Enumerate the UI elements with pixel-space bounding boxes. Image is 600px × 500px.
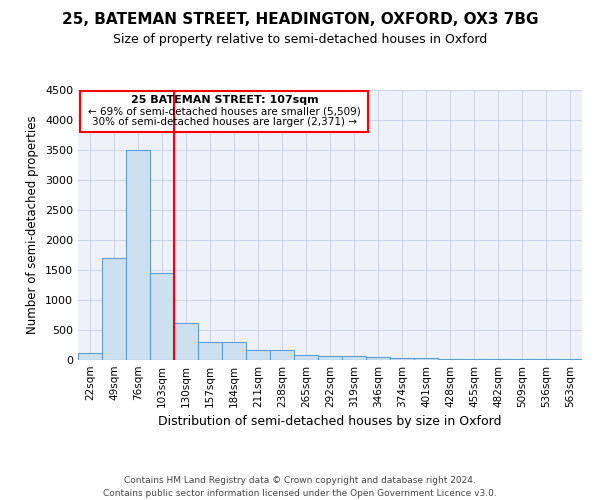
Text: 30% of semi-detached houses are larger (2,371) →: 30% of semi-detached houses are larger (… xyxy=(92,117,357,127)
Text: ← 69% of semi-detached houses are smaller (5,509): ← 69% of semi-detached houses are smalle… xyxy=(88,106,361,117)
Bar xyxy=(78,353,102,360)
Text: 25, BATEMAN STREET, HEADINGTON, OXFORD, OX3 7BG: 25, BATEMAN STREET, HEADINGTON, OXFORD, … xyxy=(62,12,538,28)
Text: 25 BATEMAN STREET: 107sqm: 25 BATEMAN STREET: 107sqm xyxy=(131,94,318,104)
Bar xyxy=(126,150,150,360)
Bar xyxy=(150,273,174,360)
Bar xyxy=(174,323,198,360)
Bar xyxy=(342,356,366,360)
Bar xyxy=(318,356,342,360)
Y-axis label: Number of semi-detached properties: Number of semi-detached properties xyxy=(26,116,40,334)
Bar xyxy=(510,359,534,360)
FancyBboxPatch shape xyxy=(80,90,368,132)
Bar xyxy=(414,358,438,360)
Bar xyxy=(366,357,390,360)
Bar xyxy=(534,359,558,360)
Bar xyxy=(390,358,414,360)
Bar xyxy=(438,359,462,360)
Text: Size of property relative to semi-detached houses in Oxford: Size of property relative to semi-detach… xyxy=(113,32,487,46)
Bar xyxy=(558,359,582,360)
X-axis label: Distribution of semi-detached houses by size in Oxford: Distribution of semi-detached houses by … xyxy=(158,416,502,428)
Text: Contains HM Land Registry data © Crown copyright and database right 2024.: Contains HM Land Registry data © Crown c… xyxy=(124,476,476,485)
Bar xyxy=(270,350,294,360)
Bar xyxy=(222,342,246,360)
Bar xyxy=(246,350,270,360)
Bar xyxy=(294,355,318,360)
Bar xyxy=(486,359,510,360)
Bar xyxy=(462,359,486,360)
Bar xyxy=(102,258,126,360)
Bar xyxy=(198,342,222,360)
Text: Contains public sector information licensed under the Open Government Licence v3: Contains public sector information licen… xyxy=(103,489,497,498)
